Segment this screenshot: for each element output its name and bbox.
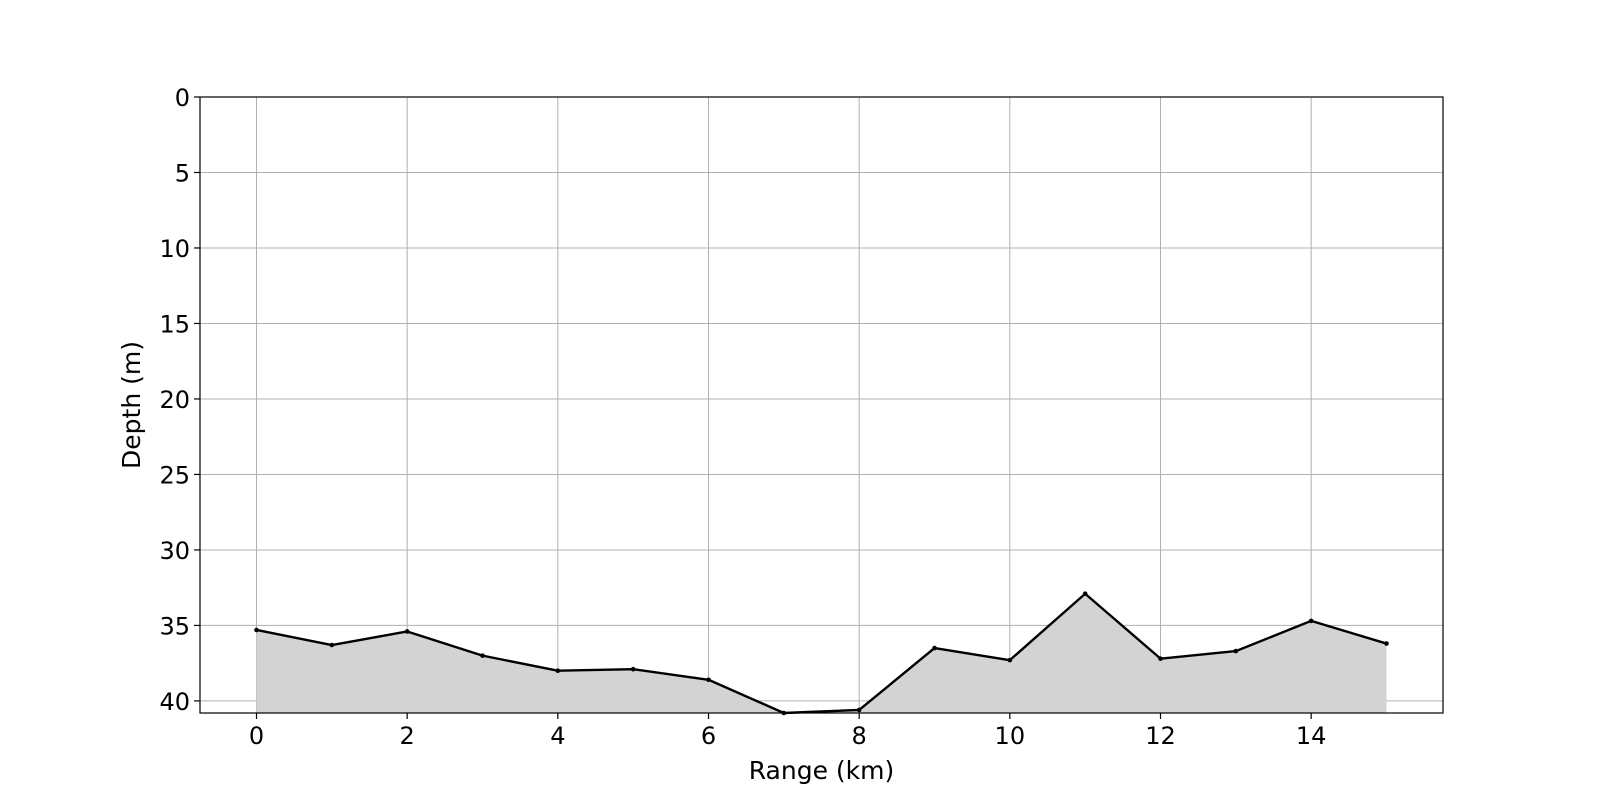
x-tick-label: 10	[995, 722, 1026, 750]
x-tick-label: 12	[1145, 722, 1176, 750]
x-tick-label: 0	[249, 722, 264, 750]
y-tick-label: 35	[159, 612, 190, 640]
depth-profile-layer	[254, 591, 1389, 716]
depth-point	[329, 642, 335, 648]
depth-point	[1384, 641, 1389, 646]
depth-point	[1308, 618, 1314, 624]
y-tick-label: 40	[159, 688, 190, 716]
x-tick-label: 8	[852, 722, 867, 750]
depth-point	[1082, 591, 1088, 597]
x-tick-label: 6	[701, 722, 716, 750]
y-axis-label: Depth (m)	[117, 341, 146, 469]
depth-point	[555, 668, 561, 674]
depth-point	[1233, 648, 1239, 654]
x-tick-label: 4	[550, 722, 565, 750]
x-axis-ticks: 0 2 4 6 8 10 12 14	[249, 713, 1327, 750]
depth-point	[1158, 656, 1163, 661]
depth-profile-line	[256, 592, 1387, 715]
seabed-area-layer	[256, 593, 1387, 713]
y-tick-label: 25	[159, 461, 190, 489]
x-tick-label: 14	[1296, 722, 1327, 750]
depth-point	[630, 666, 636, 672]
y-tick-label: 5	[175, 159, 190, 187]
depth-point	[1007, 657, 1013, 663]
plot-frame	[199, 96, 1444, 714]
y-tick-label: 30	[159, 537, 190, 565]
depth-point	[932, 645, 937, 651]
seabed-fill	[256, 593, 1387, 713]
y-tick-label: 10	[159, 235, 190, 263]
depth-point	[480, 653, 485, 658]
y-tick-label: 15	[159, 310, 190, 338]
depth-point	[856, 707, 862, 713]
depth-point	[706, 677, 711, 683]
x-tick-label: 2	[400, 722, 415, 750]
y-tick-label: 20	[159, 386, 190, 414]
y-tick-label: 0	[175, 84, 190, 112]
depth-point	[254, 627, 259, 633]
x-axis-label: Range (km)	[749, 756, 895, 785]
depth-point	[404, 629, 410, 634]
y-axis-ticks: 0 5 10 15 20 25 30 35 40	[159, 84, 200, 716]
grid	[200, 96, 1443, 713]
